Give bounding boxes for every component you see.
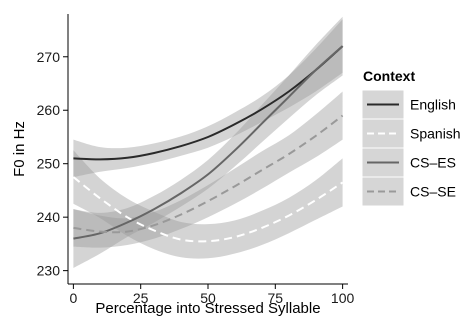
- legend: Context English Spanish CS–ES CS–SE: [361, 68, 461, 207]
- x-tick-label: 75: [268, 290, 284, 306]
- line-spanish: [72, 176, 344, 243]
- y-tick-label: 270: [37, 49, 61, 65]
- legend-item-english: English: [361, 89, 456, 120]
- line-cs-se: [73, 114, 344, 234]
- x-tick-label: 100: [331, 290, 355, 306]
- y-tick-label: 260: [37, 102, 61, 118]
- x-tick-label: 50: [200, 290, 216, 306]
- confidence-bands: [73, 16, 343, 269]
- legend-item-cs-se: CS–SE: [361, 176, 456, 207]
- y-tick-label: 230: [37, 263, 61, 279]
- legend-label: CS–ES: [410, 155, 456, 171]
- legend-label: English: [410, 97, 456, 113]
- y-tick-label: 240: [37, 209, 61, 225]
- line-english: [73, 45, 344, 161]
- x-tick-label: 0: [69, 290, 77, 306]
- line-cs-es: [73, 45, 344, 240]
- legend-label: CS–SE: [410, 184, 456, 200]
- y-tick-label: 250: [37, 156, 61, 172]
- band-spanish: [73, 150, 343, 259]
- legend-item-spanish: Spanish: [361, 118, 461, 149]
- legend-title: Context: [363, 68, 415, 84]
- y-axis-title: F0 in Hz: [11, 121, 28, 177]
- band-cs-es: [73, 16, 343, 269]
- legend-label: Spanish: [410, 126, 461, 142]
- x-axis-title: Percentage into Stressed Syllable: [95, 300, 320, 317]
- legend-item-cs-es: CS–ES: [361, 147, 456, 178]
- x-tick-label: 25: [133, 290, 149, 306]
- series-lines: [72, 45, 344, 243]
- ticks: 0 25 50 75 100 230 240 250 260 270: [37, 49, 355, 306]
